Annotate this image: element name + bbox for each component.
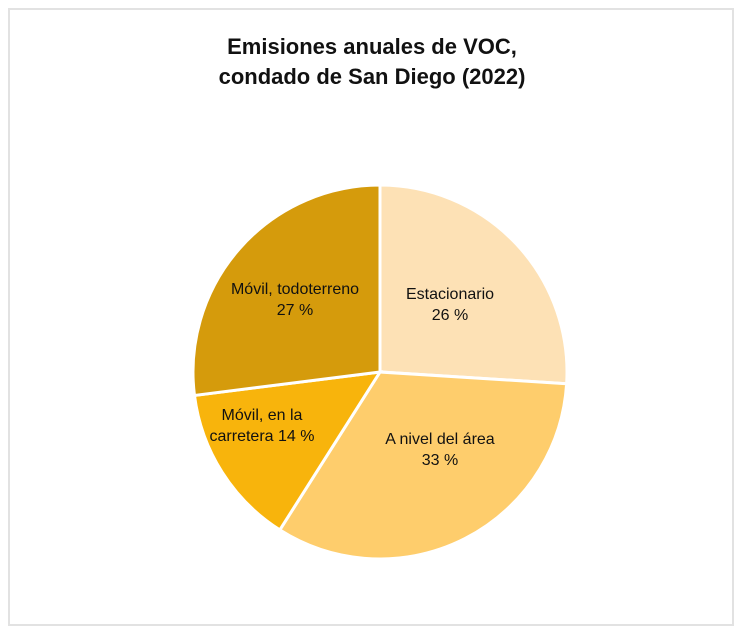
slice-value: 33 % bbox=[421, 452, 459, 469]
slice-label: Estacionario 26 % bbox=[370, 284, 530, 326]
slice-value: 27 % bbox=[276, 302, 314, 319]
slice-name: Móvil, todoterreno bbox=[230, 281, 360, 298]
slice-name: A nivel del área bbox=[385, 431, 495, 448]
chart-title: Emisiones anuales de VOC, bbox=[227, 34, 517, 59]
chart-subtitle: condado de San Diego (2022) bbox=[218, 64, 526, 89]
slice-value: 14 % bbox=[278, 428, 315, 445]
pie-slice bbox=[378, 183, 569, 386]
slice-value: 26 % bbox=[431, 307, 469, 324]
slice-name: Estacionario bbox=[405, 286, 495, 303]
slice-name: Móvil, en la carretera bbox=[209, 407, 303, 445]
slice-label: A nivel del área 33 % bbox=[360, 429, 520, 471]
slice-label: Móvil, en la carretera 14 % bbox=[192, 405, 332, 447]
slice-label: Móvil, todoterreno 27 % bbox=[210, 279, 380, 321]
pie-slice bbox=[191, 183, 382, 398]
pie-slice bbox=[192, 370, 383, 532]
frame bbox=[8, 8, 734, 626]
